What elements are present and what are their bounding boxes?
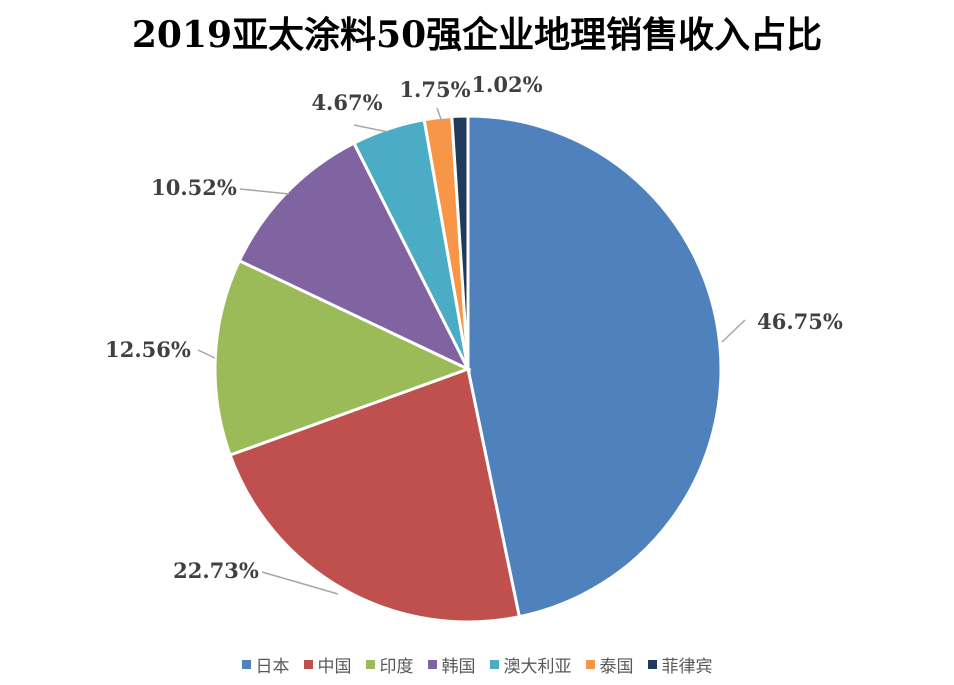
- data-label-5: 4.67%: [311, 90, 382, 115]
- legend-swatch: [365, 660, 375, 669]
- pie-slice-1: [466, 114, 723, 619]
- legend-swatch: [427, 660, 437, 669]
- legend-swatch: [585, 660, 595, 669]
- legend-item-3: 印度: [365, 652, 414, 677]
- data-label-6: 1.75%: [399, 77, 470, 102]
- legend-swatch: [303, 660, 313, 669]
- leader-line-3: [197, 349, 216, 359]
- legend-item-1: 日本: [241, 652, 290, 677]
- data-label-7: 1.02%: [471, 72, 542, 97]
- leader-line-4: [239, 188, 290, 195]
- legend-item-5: 澳大利亚: [489, 652, 572, 677]
- data-label-3: 12.56%: [105, 337, 191, 362]
- legend-label: 菲律宾: [661, 657, 713, 677]
- legend-swatch: [647, 660, 657, 669]
- pie-slice-4: [237, 141, 472, 373]
- legend-item-7: 菲律宾: [647, 652, 713, 677]
- legend-label: 澳大利亚: [503, 657, 572, 677]
- legend-label: 韩国: [441, 657, 476, 677]
- data-label-4: 10.52%: [151, 175, 237, 200]
- chart-legend: 日本 中国 印度 韩国 澳大利亚 泰国 菲律宾: [0, 652, 954, 677]
- legend-label: 中国: [317, 657, 352, 677]
- legend-label: 泰国: [599, 657, 634, 677]
- legend-swatch: [241, 660, 251, 669]
- chart-title: 2019亚太涂料50强企业地理销售收入占比: [131, 14, 823, 56]
- legend-item-6: 泰国: [585, 652, 634, 677]
- data-label-1: 46.75%: [757, 309, 843, 334]
- legend-label: 印度: [379, 657, 414, 677]
- pie-slice-2: [228, 367, 522, 624]
- legend-label: 日本: [255, 657, 290, 677]
- leader-line-2: [261, 571, 339, 595]
- leader-line-5: [353, 124, 389, 133]
- leader-line-6: [436, 107, 443, 123]
- pie-slice-7: [450, 114, 470, 370]
- legend-swatch: [489, 660, 499, 669]
- legend-item-2: 中国: [303, 652, 352, 677]
- legend-item-4: 韩国: [427, 652, 476, 677]
- pie-slice-3: [213, 258, 472, 457]
- data-label-2: 22.73%: [173, 558, 259, 583]
- leader-line-1: [721, 319, 746, 343]
